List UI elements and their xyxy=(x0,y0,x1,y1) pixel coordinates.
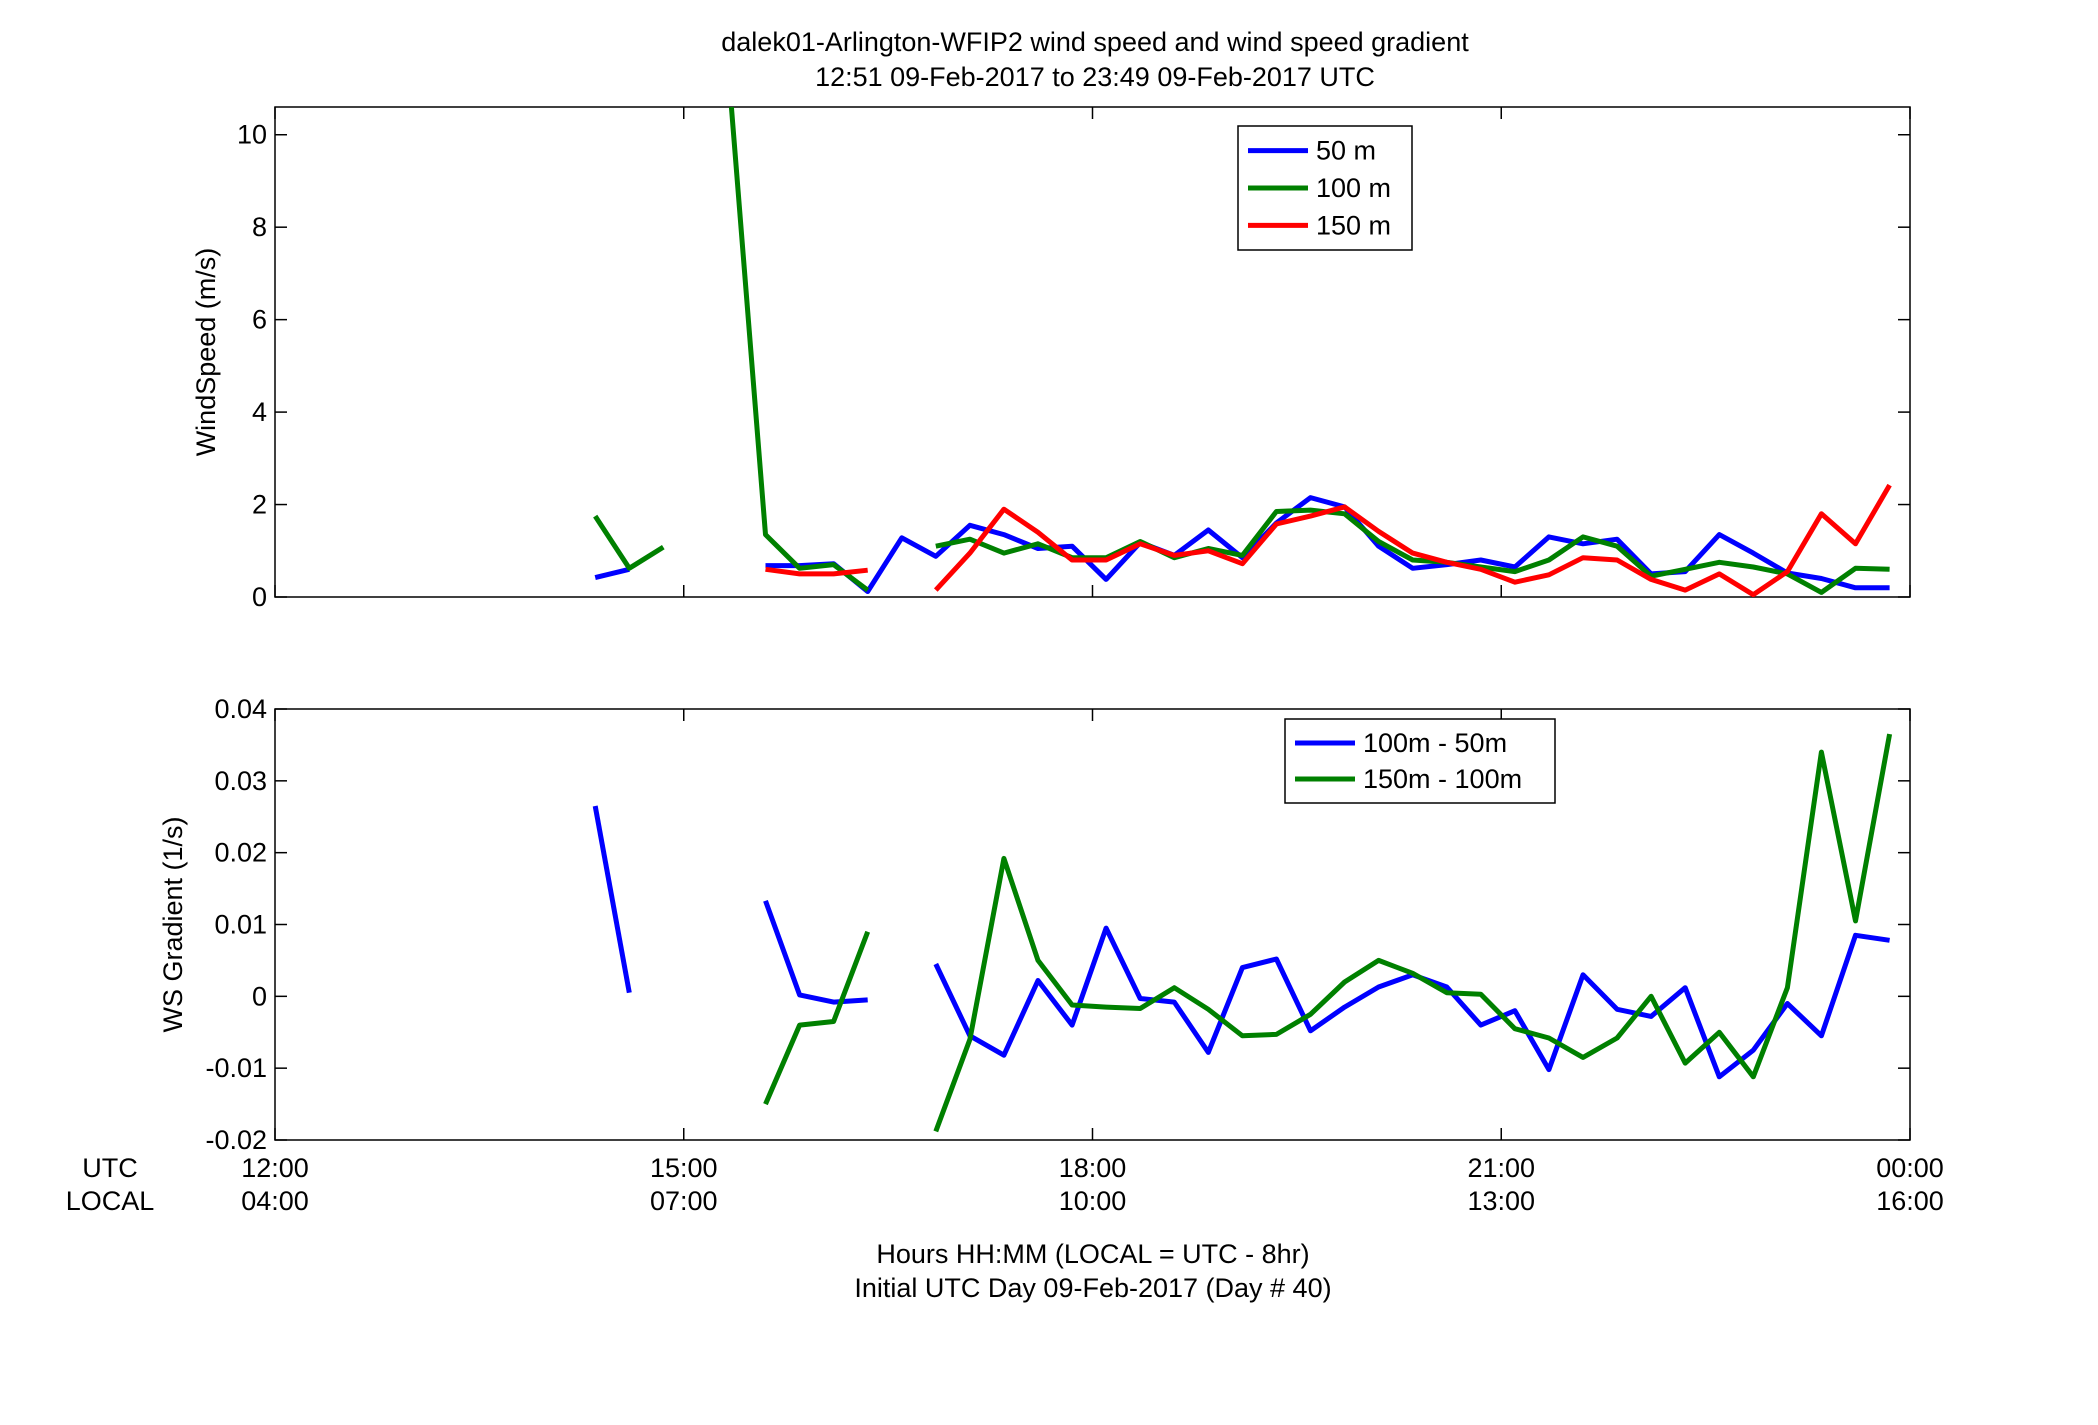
time-axis-labels: UTC LOCAL 12:00 15:00 18:00 21:00 00:00 04:00… xyxy=(66,1153,1944,1216)
initial-day-caption: Initial UTC Day 09-Feb-2017 (Day # 40) xyxy=(854,1273,1331,1303)
series-line-150m-100m xyxy=(763,930,871,1106)
legend-entry: 150m - 100m xyxy=(1363,764,1522,794)
x-tick-label-utc: 21:00 xyxy=(1467,1153,1535,1183)
x-tick-label-local: 10:00 xyxy=(1059,1186,1127,1216)
y-axis-label: WindSpeed (m/s) xyxy=(191,248,221,457)
legend-entry: 150 m xyxy=(1316,210,1391,240)
chart-subtitle: 12:51 09-Feb-2017 to 23:49 09-Feb-2017 U… xyxy=(815,62,1375,92)
series-line-150-m xyxy=(765,566,868,577)
y-tick-label: 10 xyxy=(237,120,267,150)
legend-entry: 100 m xyxy=(1316,173,1391,203)
y-tick-label: 4 xyxy=(252,397,267,427)
local-row-label: LOCAL xyxy=(66,1186,155,1216)
y-tick-label: 0.04 xyxy=(214,694,267,724)
series-line-100m-50m xyxy=(763,899,868,1005)
x-tick-label-local: 04:00 xyxy=(241,1186,309,1216)
x-tick-label-utc: 12:00 xyxy=(241,1153,309,1183)
series-lines xyxy=(593,107,1892,597)
utc-row-label: UTC xyxy=(82,1153,138,1183)
x-tick-label-utc: 18:00 xyxy=(1059,1153,1127,1183)
legend-entry: 50 m xyxy=(1316,136,1376,166)
series-lines xyxy=(592,733,1893,1133)
y-axis-label: WS Gradient (1/s) xyxy=(158,816,188,1032)
x-tick-label-utc: 15:00 xyxy=(650,1153,718,1183)
y-tick-label: 0.01 xyxy=(214,910,267,940)
y-tick-label: 0 xyxy=(252,981,267,1011)
series-line-150m-100m xyxy=(933,733,1893,1133)
wind-speed-panel: 0 2 4 6 8 10 WindSpeed (m/s) 50 m 100 m 150 m xyxy=(191,106,1911,612)
y-tick-label: -0.01 xyxy=(205,1053,267,1083)
series-line-150-m xyxy=(933,483,1892,597)
x-tick-label-local: 07:00 xyxy=(650,1186,718,1216)
y-tick-label: 0.02 xyxy=(214,838,267,868)
legend-entry: 100m - 50m xyxy=(1363,728,1507,758)
plot-frame xyxy=(274,106,1911,598)
legend-box xyxy=(1284,718,1556,804)
y-tick-label: 0 xyxy=(252,582,267,612)
y-tick-label: 8 xyxy=(252,212,267,242)
series-line-100-m xyxy=(593,514,665,571)
x-tick-label-local: 13:00 xyxy=(1467,1186,1535,1216)
series-line-100m-50m xyxy=(592,805,632,994)
y-tick-label: 0.03 xyxy=(214,766,267,796)
series-line-50-m xyxy=(594,566,630,581)
chart-title: dalek01-Arlington-WFIP2 wind speed and w… xyxy=(721,27,1469,57)
wind-gradient-panel: -0.02 -0.01 0 0.01 0.02 0.03 0.04 WS Gradient (… xyxy=(158,694,1911,1155)
y-tick-label: 2 xyxy=(252,490,267,520)
y-tick-label: 6 xyxy=(252,305,267,335)
x-tick-label-local: 16:00 xyxy=(1876,1186,1944,1216)
y-tick-label: -0.02 xyxy=(205,1125,267,1155)
plot-frame xyxy=(274,708,1911,1141)
x-tick-label-utc: 00:00 xyxy=(1876,1153,1944,1183)
x-axis-caption: Hours HH:MM (LOCAL = UTC - 8hr) xyxy=(876,1239,1309,1269)
